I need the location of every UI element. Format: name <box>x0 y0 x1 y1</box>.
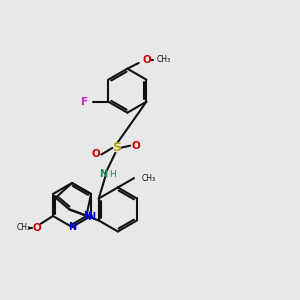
Text: CH₃: CH₃ <box>142 174 156 183</box>
Text: O: O <box>32 223 41 233</box>
Text: S: S <box>112 141 121 154</box>
Text: O: O <box>132 141 140 151</box>
Text: O: O <box>143 55 152 65</box>
Text: F: F <box>81 97 88 107</box>
Text: N: N <box>99 169 107 179</box>
Text: CH₃: CH₃ <box>157 56 171 64</box>
Text: H: H <box>109 170 116 179</box>
Text: CH₃: CH₃ <box>16 223 31 232</box>
Text: N: N <box>68 222 76 232</box>
Text: O: O <box>91 149 100 160</box>
Text: N: N <box>87 212 95 222</box>
Text: N: N <box>83 211 92 220</box>
